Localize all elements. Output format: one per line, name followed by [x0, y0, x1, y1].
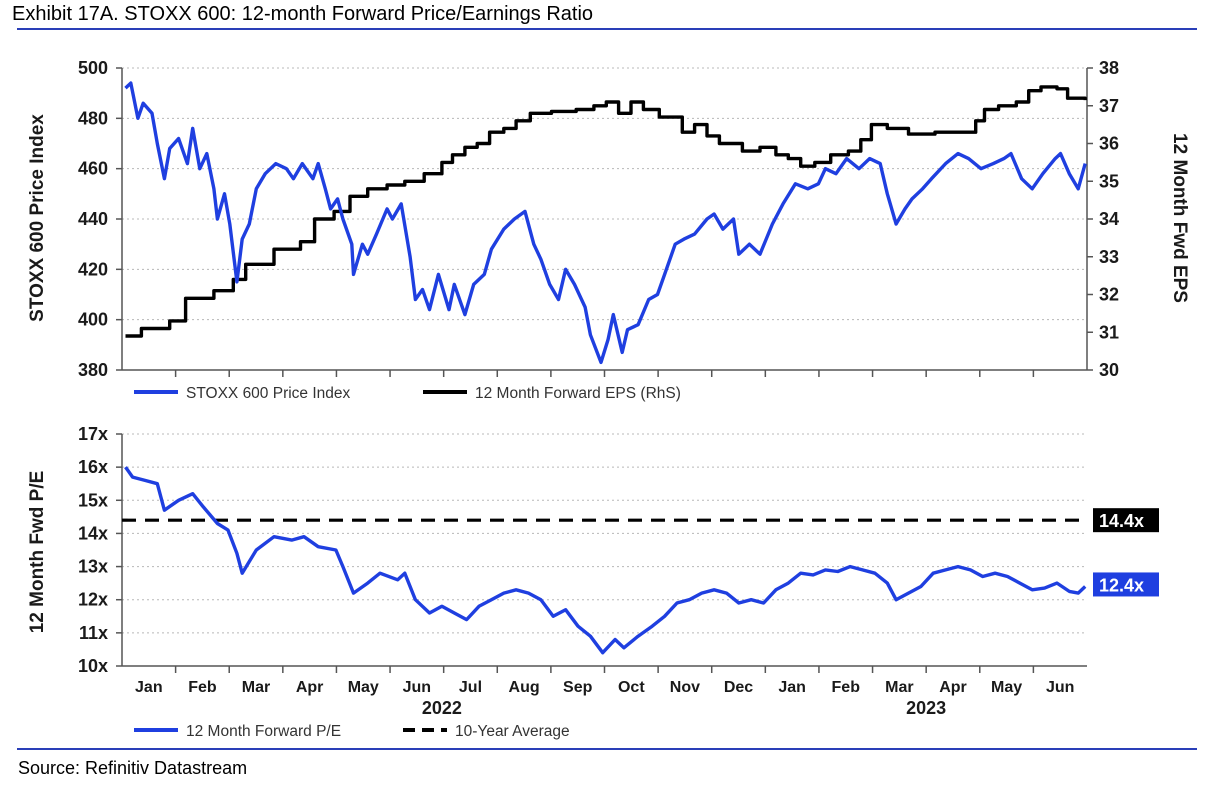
- legend-label-pe: 12 Month Forward P/E: [186, 723, 341, 740]
- pe-y-tick: 11x: [79, 623, 108, 643]
- left-y-tick: 440: [78, 209, 108, 229]
- top-legend: STOXX 600 Price Index 12 Month Forward E…: [134, 385, 681, 402]
- month-tick: Feb: [832, 679, 861, 696]
- month-tick: Jul: [459, 679, 482, 696]
- month-tick: May: [348, 679, 379, 696]
- month-tick: Jun: [1046, 679, 1074, 696]
- exhibit-title: Exhibit 17A. STOXX 600: 12-month Forward…: [12, 3, 594, 25]
- left-y-tick: 380: [78, 360, 108, 380]
- pe-gridlines: [122, 433, 1087, 634]
- month-tick: Feb: [188, 679, 217, 696]
- month-tick: Apr: [296, 679, 324, 696]
- month-tick: Apr: [939, 679, 967, 696]
- month-tick: Nov: [670, 679, 700, 696]
- month-tick: Jun: [403, 679, 431, 696]
- right-y-tick: 37: [1099, 96, 1119, 116]
- month-tick: Jan: [135, 679, 163, 696]
- month-tick: Aug: [509, 679, 540, 696]
- right-y-tick: 32: [1099, 285, 1119, 305]
- pe-axes: [121, 434, 1087, 667]
- bottom-legend: 12 Month Forward P/E 10-Year Average: [134, 723, 570, 740]
- bottom-rule: [17, 748, 1197, 750]
- pe-end-label: 12.4x: [1099, 575, 1144, 595]
- right-y-tick: 30: [1099, 360, 1119, 380]
- left-y-tick-labels: 380 400 420 440 460 480 500: [78, 58, 122, 380]
- top-rule: [17, 28, 1197, 30]
- pe-y-tick: 13x: [78, 557, 108, 577]
- month-tick: Mar: [242, 679, 270, 696]
- left-y-tick: 420: [78, 259, 108, 279]
- legend-label-avg: 10-Year Average: [455, 723, 570, 740]
- legend-label-eps: 12 Month Forward EPS (RhS): [475, 385, 681, 402]
- left-y-axis-label: STOXX 600 Price Index: [27, 114, 48, 322]
- right-y-tick: 33: [1099, 247, 1119, 267]
- month-tick: Sep: [563, 679, 593, 696]
- legend-label-price: STOXX 600 Price Index: [186, 385, 351, 402]
- left-y-tick: 480: [78, 108, 108, 128]
- year-label-2023: 2023: [906, 698, 946, 718]
- right-y-tick-labels: 30 31 32 33 34 35 36 37 38: [1087, 58, 1119, 380]
- right-y-tick: 36: [1099, 134, 1119, 154]
- pe-y-tick: 15x: [78, 490, 108, 510]
- pe-y-tick: 17x: [78, 424, 108, 444]
- left-y-tick: 400: [78, 310, 108, 330]
- month-tick-labels: Jan Feb Mar Apr May Jun Jul Aug Sep Oct Nov Dec Jan F…: [135, 370, 1074, 696]
- right-y-tick: 38: [1099, 58, 1119, 78]
- series-price-line: [124, 81, 1087, 365]
- pe-y-tick: 12x: [78, 590, 108, 610]
- month-tick: Mar: [885, 679, 913, 696]
- month-tick: May: [991, 679, 1022, 696]
- avg-end-label-box: [1093, 508, 1159, 533]
- left-y-tick: 500: [78, 58, 108, 78]
- year-label-2022: 2022: [422, 698, 462, 718]
- pe-end-label-box: [1093, 572, 1159, 597]
- month-tick: Dec: [724, 679, 753, 696]
- month-tick: Jan: [778, 679, 806, 696]
- right-y-tick: 35: [1099, 171, 1119, 191]
- right-y-axis-label: 12 Month Fwd EPS: [1169, 133, 1190, 303]
- series-eps-line: [125, 85, 1087, 338]
- source-note: Source: Refinitiv Datastream: [18, 758, 248, 778]
- pe-y-tick-labels: 10x 11x 12x 13x 14x 15x 16x 17x: [78, 424, 122, 676]
- month-tick: Oct: [618, 679, 645, 696]
- right-y-tick: 34: [1099, 209, 1119, 229]
- pe-y-axis-label: 12 Month Fwd P/E: [27, 471, 48, 634]
- series-pe-line: [124, 466, 1087, 655]
- pe-y-tick: 14x: [78, 523, 108, 543]
- pe-y-tick: 16x: [78, 457, 108, 477]
- avg-end-label: 14.4x: [1099, 511, 1144, 531]
- left-y-tick: 460: [78, 159, 108, 179]
- pe-y-tick: 10x: [78, 656, 108, 676]
- right-y-tick: 31: [1099, 322, 1119, 342]
